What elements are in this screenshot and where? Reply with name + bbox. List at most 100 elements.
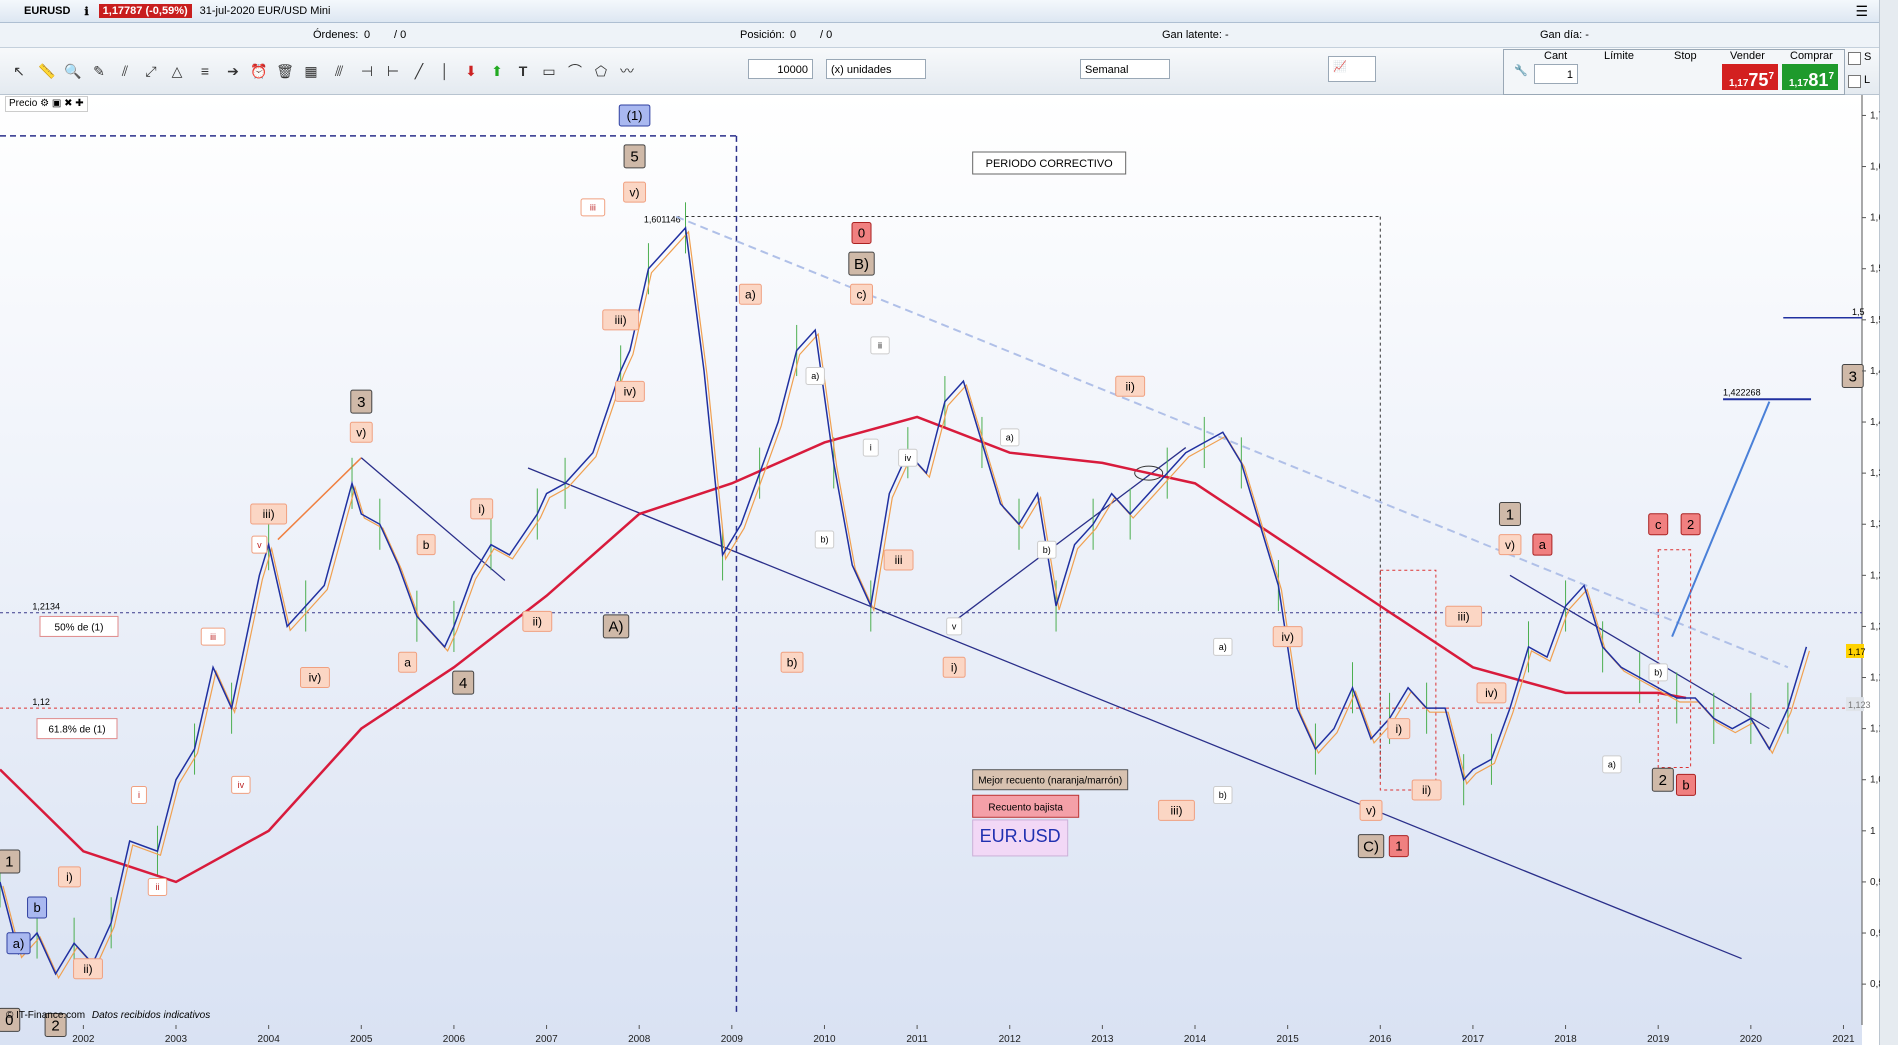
timeframe-select[interactable]: Semanal [1080,59,1170,79]
x-tick-label-16: 2018 [1554,1034,1577,1045]
wave-label-box-63 [1675,773,1696,796]
wave-label-box-29 [780,651,804,673]
wave-label-box-0 [0,849,21,874]
wave-label-6: ii) [83,962,92,976]
zoom-icon[interactable]: 🔍 [64,63,82,79]
wave-label-48: v) [1366,804,1376,818]
x-tick-label-9: 2011 [906,1034,928,1045]
wave-label-box-6 [73,958,103,980]
trendline-icon[interactable]: ⤢ [145,63,157,79]
y-tick-label-7: 1,35 [1870,468,1880,479]
wave-label-box-28 [738,283,762,305]
wave-label-box-61 [1602,755,1622,774]
wave-label-52: ii) [1422,783,1431,797]
wave-label-41: a) [1006,433,1014,443]
wave-label-box-35 [870,336,890,355]
hline2-icon[interactable]: ⊣ [360,63,374,79]
curve-icon[interactable]: ⌒ [568,63,582,79]
chart-type-button[interactable]: 📈 [1328,56,1376,82]
hline3-icon[interactable]: ⊢ [386,63,400,79]
wave-label-56: v) [1505,538,1515,552]
x-tick-label-10: 2012 [999,1034,1022,1045]
wave-label-14: 3 [357,394,365,411]
wave-label-box-59 [1680,513,1701,536]
fib-618-label-box [36,718,118,740]
buy-price-small: 1,17 [1788,78,1809,89]
periodo-correctivo-label-box [972,151,1127,175]
y-tick-label-9: 1,25 [1870,570,1880,581]
red-dashed-box-2016 [1379,569,1437,791]
info-icon[interactable]: ℹ [84,5,89,18]
rect-icon[interactable]: ▭ [542,63,556,79]
wave-icon[interactable]: 〰 [620,63,634,79]
sell-button[interactable]: 1,17757 [1722,64,1778,90]
cant-input[interactable]: 1 [1534,64,1578,84]
wave-label-43: ii) [1126,379,1135,393]
pen-icon[interactable]: ✎ [93,63,105,79]
wave-label-box-64 [1841,364,1864,389]
rising-channel-line [953,447,1187,622]
cursor-icon[interactable]: ↖ [13,63,25,79]
wave-label-box-33 [805,367,825,386]
wave-label-33: a) [811,371,819,381]
wave-label-box-62 [1651,767,1674,792]
stop-label: Stop [1674,50,1697,62]
x-tick-label-5: 2007 [535,1034,558,1045]
wave-label-42: b) [1043,545,1051,555]
right-scroll-panel[interactable] [1879,0,1898,1045]
triangle-icon[interactable]: △ [171,63,183,79]
ordenes-value: 0 [364,29,371,41]
l-checkbox[interactable] [1848,75,1861,88]
x-tick-label-11: 2013 [1091,1034,1114,1045]
wrench-icon[interactable]: 🔧 [1514,65,1528,77]
line-icon[interactable]: ╱ [414,63,424,79]
window-menu-icon[interactable]: ☰ [1855,3,1868,19]
wave-label-box-27 [602,614,630,639]
up-arrow-icon[interactable]: ⬆ [491,63,503,79]
wave-label-28: a) [745,287,756,301]
buy-price-sup: 7 [1828,71,1834,82]
wave-label-box-50 [1388,835,1409,858]
text-icon[interactable]: T [518,63,528,79]
wave-label-25: 5 [630,149,638,166]
wave-label-box-46 [1213,786,1233,805]
x-tick-label-17: 2019 [1647,1034,1670,1045]
wave-label-box-53 [1445,605,1483,627]
wave-label-box-39 [946,617,963,636]
wave-label-17: a [404,655,411,669]
wave-label-40: i) [951,661,958,675]
ruler-icon[interactable]: 📏 [38,63,56,79]
trash-icon[interactable]: 🗑 [276,63,294,79]
grid-icon[interactable]: ▦ [304,63,318,79]
x-tick-label-19: 2021 [1832,1034,1855,1045]
polygon-icon[interactable]: ⬠ [594,63,608,79]
channel-icon[interactable]: ⫻ [334,63,344,79]
fibonacci-icon[interactable]: ⫽ [121,63,129,79]
s-checkbox[interactable] [1848,52,1861,65]
wave-label-box-22 [614,380,645,402]
sell-price-big: 75 [1748,70,1769,90]
down-arrow-icon[interactable]: ⬇ [465,63,477,79]
alarm-icon[interactable]: ⏰ [250,63,268,79]
wave-label-45: a) [1219,642,1227,652]
arrow-icon[interactable]: ➔ [227,63,239,79]
wave-label-box-32 [850,283,873,305]
hline-icon[interactable]: ≡ [200,63,210,79]
wave-label-box-49 [1357,834,1385,859]
precio-panel-label[interactable]: Precio ⚙ ▣ ✖ ✚ [5,96,88,112]
trade-panel: 🔧 Cant 1 Límite Stop Vender Comprar 1,17… [1503,49,1845,95]
wave-label-51: i) [1395,722,1402,736]
vline-icon[interactable]: │ [440,63,450,79]
units-select[interactable]: (x) unidades [826,59,926,79]
wave-label-box-47 [1272,626,1303,648]
footer-source: © IT-Finance.com [6,1010,86,1021]
wave-label-box-51 [1387,718,1411,740]
wave-label-26: (1) [627,108,643,123]
buy-button[interactable]: 1,17817 [1782,64,1838,90]
ordenes-label: Órdenes: [313,29,359,41]
l-label: L [1864,74,1871,86]
posicion-sep: / 0 [820,29,833,41]
wave-label-box-24 [623,181,647,203]
quantity-input[interactable]: 10000 [748,59,813,79]
